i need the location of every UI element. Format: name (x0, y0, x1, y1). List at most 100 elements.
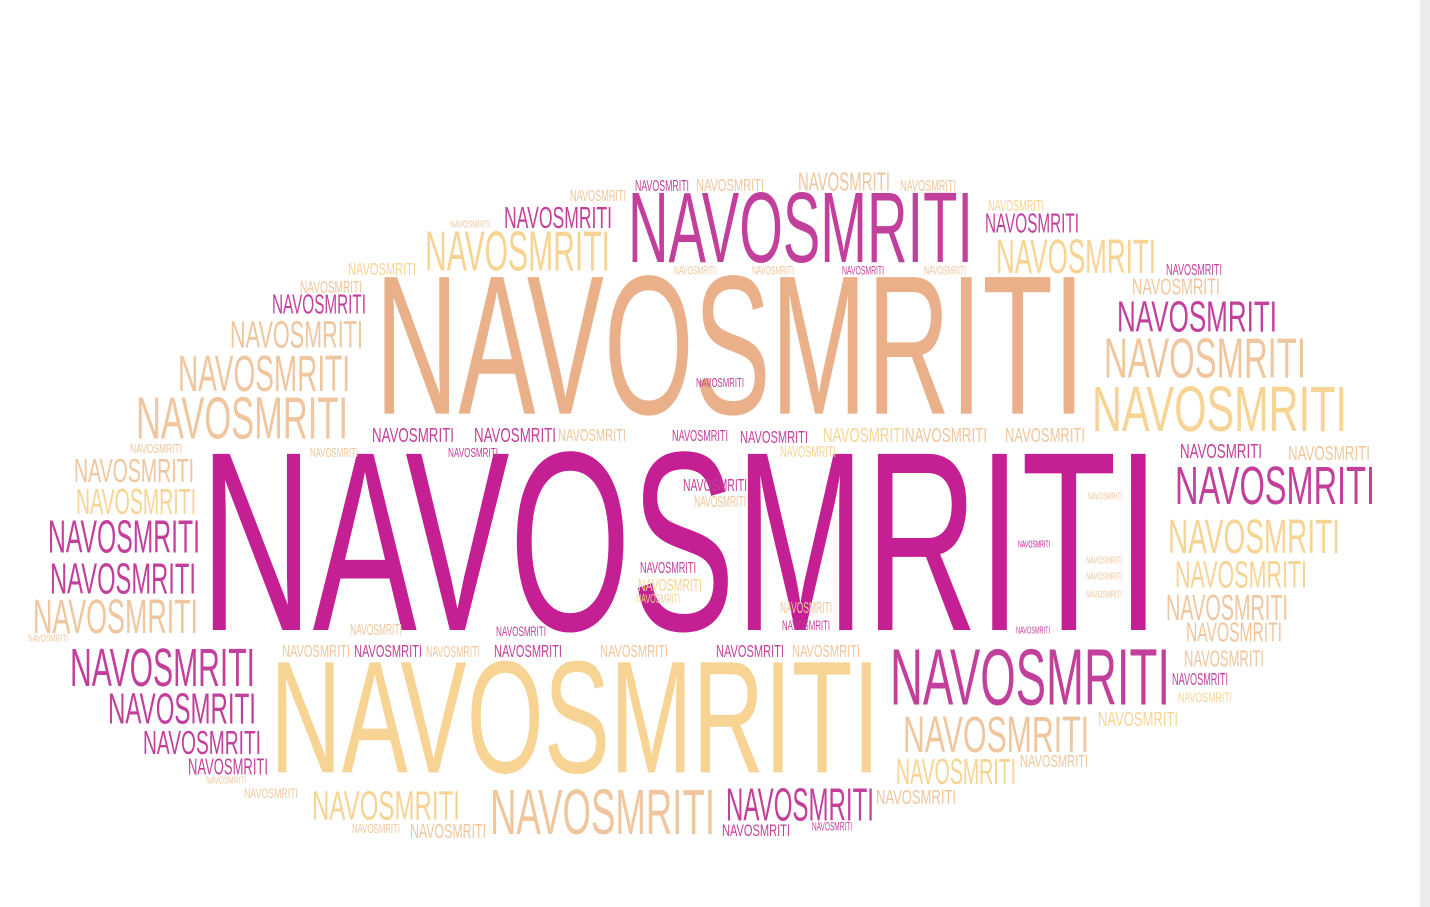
cloud-word: NAVOSMRITI (1104, 326, 1306, 390)
cloud-word: NAVOSMRITI (558, 424, 626, 445)
cloud-word: NAVOSMRITI (490, 776, 715, 848)
cloud-word: NAVOSMRITI (70, 638, 255, 699)
cloud-word: NAVOSMRITI (230, 312, 363, 356)
cloud-word: NAVOSMRITI (716, 640, 784, 661)
cloud-word: NAVOSMRITI (842, 263, 884, 277)
cloud-word: NAVOSMRITI (272, 288, 366, 321)
cloud-word: NAVOSMRITI (136, 385, 348, 452)
cloud-word: NAVOSMRITI (348, 258, 416, 279)
cloud-word: NAVOSMRITI (352, 821, 400, 836)
cloud-word: NAVOSMRITI (270, 628, 880, 808)
cloud-word: NAVOSMRITI (896, 751, 1016, 792)
cloud-word: NAVOSMRITI (143, 723, 261, 762)
cloud-word: NAVOSMRITI (426, 643, 480, 661)
cloud-word: NAVOSMRITI (985, 207, 1079, 240)
cloud-word: NAVOSMRITI (683, 474, 747, 495)
cloud-word: NAVOSMRITI (450, 218, 490, 230)
cloud-word: NAVOSMRITI (798, 167, 890, 196)
cloud-word: NAVOSMRITI (300, 276, 362, 297)
cloud-word: NAVOSMRITI (312, 782, 460, 829)
cloud-word: NAVOSMRITI (782, 617, 830, 634)
cloud-word: NAVOSMRITI (1172, 668, 1228, 689)
cloud-word: NAVOSMRITI (1184, 645, 1264, 672)
cloud-word: NAVOSMRITI (726, 779, 874, 832)
cloud-word: NAVOSMRITI (130, 441, 182, 456)
cloud-word: NAVOSMRITI (354, 640, 422, 661)
cloud-word: NAVOSMRITI (375, 235, 1085, 458)
cloud-word: NAVOSMRITI (74, 451, 194, 490)
cloud-word: NAVOSMRITI (905, 424, 987, 448)
cloud-word: NAVOSMRITI (1117, 291, 1277, 341)
cloud-word: NAVOSMRITI (722, 820, 790, 840)
cloud-word: NAVOSMRITI (1186, 616, 1282, 649)
cloud-word: NAVOSMRITI (996, 228, 1156, 284)
cloud-word: NAVOSMRITI (50, 553, 196, 603)
cloud-word: NAVOSMRITI (1175, 456, 1375, 517)
cloud-word: NAVOSMRITI (636, 591, 680, 606)
cloud-word: NAVOSMRITI (76, 481, 196, 522)
cloud-word: NAVOSMRITI (188, 753, 268, 780)
cloud-word: NAVOSMRITI (1166, 587, 1288, 628)
cloud-word: NAVOSMRITI (1175, 552, 1307, 596)
cloud-word: NAVOSMRITI (696, 375, 744, 390)
cloud-word: NAVOSMRITI (635, 177, 689, 195)
cloud-word: NAVOSMRITI (628, 171, 973, 284)
cloud-word: NAVOSMRITI (1020, 750, 1088, 771)
cloud-word: NAVOSMRITI (310, 445, 358, 460)
scrollbar-edge (1420, 0, 1430, 907)
cloud-word: NAVOSMRITI (282, 640, 350, 661)
cloud-word: NAVOSMRITI (600, 640, 668, 661)
cloud-word: NAVOSMRITI (206, 774, 246, 786)
cloud-word: NAVOSMRITI (903, 705, 1089, 763)
cloud-word: NAVOSMRITI (28, 632, 68, 644)
cloud-word: NAVOSMRITI (33, 588, 198, 644)
cloud-word: NAVOSMRITI (108, 683, 256, 733)
cloud-word: NAVOSMRITI (1018, 538, 1050, 550)
cloud-word: NAVOSMRITI (1016, 624, 1050, 636)
cloud-word: NAVOSMRITI (494, 640, 562, 661)
cloud-word: NAVOSMRITI (1086, 570, 1122, 582)
cloud-word: NAVOSMRITI (1132, 273, 1220, 300)
cloud-word: NAVOSMRITI (1086, 588, 1122, 600)
cloud-word: NAVOSMRITI (890, 633, 1170, 723)
cloud-word: NAVOSMRITI (812, 819, 852, 833)
cloud-word: NAVOSMRITI (752, 263, 794, 277)
cloud-word: NAVOSMRITI (696, 174, 764, 195)
cloud-word: NAVOSMRITI (1005, 424, 1085, 448)
cloud-word: NAVOSMRITI (740, 426, 808, 447)
cloud-word: NAVOSMRITI (1288, 442, 1370, 466)
cloud-word: NAVOSMRITI (780, 599, 832, 617)
cloud-word: NAVOSMRITI (1168, 508, 1340, 564)
cloud-word: NAVOSMRITI (672, 427, 728, 445)
cloud-word: NAVOSMRITI (780, 443, 836, 461)
cloud-word: NAVOSMRITI (200, 399, 1160, 687)
cloud-word: NAVOSMRITI (674, 263, 716, 277)
cloud-word: NAVOSMRITI (900, 177, 956, 195)
cloud-word: NAVOSMRITI (1178, 689, 1232, 706)
cloud-word: NAVOSMRITI (988, 197, 1044, 215)
cloud-word: NAVOSMRITI (425, 219, 610, 283)
cloud-word: NAVOSMRITI (504, 200, 612, 235)
cloud-word: NAVOSMRITI (876, 786, 956, 810)
cloud-word: NAVOSMRITI (372, 424, 454, 448)
cloud-word: NAVOSMRITI (48, 511, 200, 564)
cloud-word: NAVOSMRITI (640, 559, 696, 577)
cloud-word: NAVOSMRITI (1088, 490, 1122, 502)
cloud-word: NAVOSMRITI (178, 344, 350, 402)
cloud-word: NAVOSMRITI (1086, 554, 1122, 566)
cloud-word: NAVOSMRITI (244, 785, 298, 802)
cloud-word: NAVOSMRITI (1180, 440, 1262, 464)
cloud-word: NAVOSMRITI (823, 424, 905, 448)
cloud-word: NAVOSMRITI (350, 621, 402, 639)
cloud-word: NAVOSMRITI (570, 187, 626, 205)
cloud-word: NAVOSMRITI (1092, 373, 1347, 445)
cloud-word: NAVOSMRITI (410, 820, 486, 844)
cloud-word: NAVOSMRITI (1166, 261, 1222, 279)
cloud-word: NAVOSMRITI (474, 424, 556, 448)
cloud-word: NAVOSMRITI (1098, 708, 1178, 732)
cloud-word: NAVOSMRITI (448, 445, 498, 460)
cloud-word: NAVOSMRITI (924, 263, 966, 277)
cloud-word: NAVOSMRITI (694, 493, 746, 511)
